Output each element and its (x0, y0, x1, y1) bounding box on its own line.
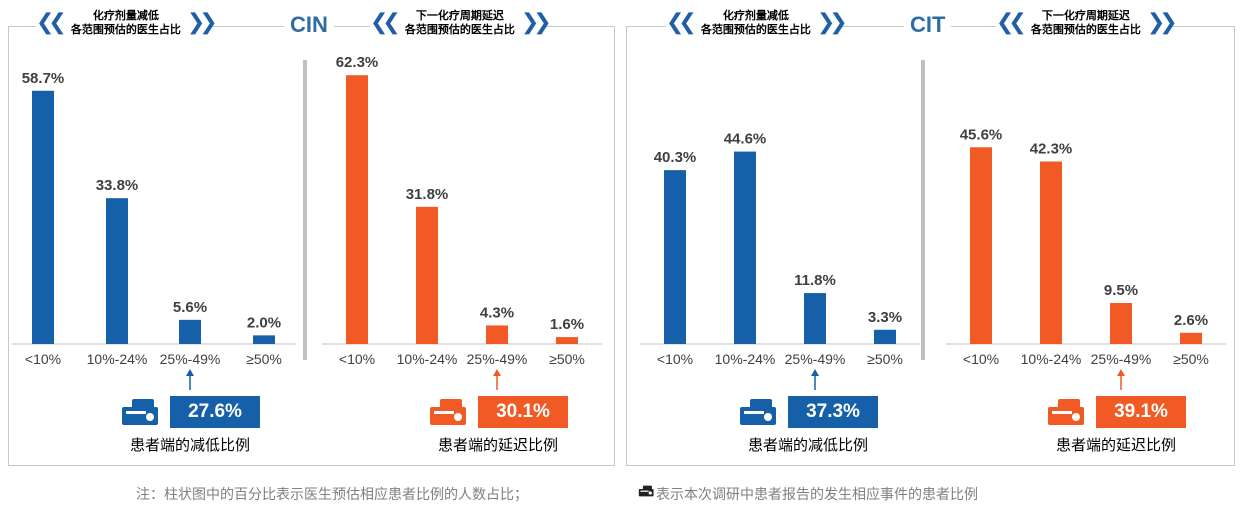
header-line: 各范围预估的医生占比 (70, 23, 181, 36)
cit-panel (626, 26, 1235, 466)
tick-label: <10% (657, 351, 693, 367)
summary-value: 37.3% (788, 396, 878, 428)
bar (1110, 303, 1132, 344)
bar (1040, 161, 1062, 344)
cit-right-header: ❮❮ 下一化疗周期延迟 各范围预估的医生占比 ❯❯ (996, 6, 1178, 40)
cin-right-header: ❮❮ 下一化疗周期延迟 各范围预估的医生占比 ❯❯ (370, 6, 552, 40)
bar (874, 329, 896, 344)
cit-left-summary: 37.3% 患者端的减低比例 (738, 396, 878, 455)
tick-label: 25%-49% (467, 351, 528, 367)
pill-bottle-icon (738, 397, 782, 427)
footnote-suffix: 表示本次调研中患者报告的发生相应事件的患者比例 (656, 487, 978, 503)
tick-label: <10% (963, 351, 999, 367)
tick-label: ≥50% (1173, 351, 1209, 367)
arrow-up-icon (811, 369, 819, 376)
pill-bottle-icon (1046, 397, 1090, 427)
header-line: 下一化疗周期延迟 (415, 9, 504, 22)
summary-label: 患者端的延迟比例 (437, 436, 558, 454)
data-label: 44.6% (724, 131, 767, 148)
bar (734, 151, 756, 344)
double-chevron-left-icon: ❮❮ (370, 10, 401, 35)
tick-label: <10% (339, 351, 375, 367)
double-chevron-left-icon: ❮❮ (996, 10, 1027, 35)
section-title-cit: CIT (904, 12, 952, 38)
bar (179, 319, 201, 344)
cin-right-summary: 30.1% 患者端的延迟比例 (428, 396, 568, 455)
bar (970, 147, 992, 344)
header-line: 各范围预估的医生占比 (1030, 23, 1141, 36)
cin-divider (303, 60, 307, 360)
bar (804, 293, 826, 344)
data-label: 2.0% (247, 314, 281, 331)
header-line: 化疗剂量减低 (722, 9, 789, 22)
double-chevron-right-icon: ❯❯ (816, 10, 848, 35)
tick-label: ≥50% (867, 351, 903, 367)
data-label: 3.3% (868, 309, 902, 326)
header-line: 各范围预估的医生占比 (404, 23, 515, 36)
summary-label: 患者端的延迟比例 (1055, 436, 1176, 454)
double-chevron-right-icon: ❯❯ (186, 10, 218, 35)
cit-divider (921, 60, 925, 360)
summary-value: 39.1% (1096, 396, 1186, 428)
header-line: 各范围预估的医生占比 (700, 23, 811, 36)
cit-left-header: ❮❮ 化疗剂量减低 各范围预估的医生占比 ❯❯ (666, 6, 848, 40)
tick-label: ≥50% (246, 351, 282, 367)
double-chevron-left-icon: ❮❮ (36, 10, 67, 35)
summary-value: 30.1% (478, 396, 568, 428)
summary-label: 患者端的减低比例 (747, 436, 868, 454)
summary-label: 患者端的减低比例 (129, 436, 250, 454)
bar (664, 170, 686, 344)
tick-label: <10% (25, 351, 61, 367)
header-line: 化疗剂量减低 (92, 9, 159, 22)
pill-bottle-icon (638, 482, 656, 504)
double-chevron-right-icon: ❯❯ (520, 10, 552, 35)
data-label: 1.6% (550, 316, 584, 333)
data-label: 33.8% (96, 177, 139, 194)
data-label: 42.3% (1030, 141, 1073, 158)
header-line: 下一化疗周期延迟 (1041, 9, 1130, 22)
bar (32, 90, 54, 344)
tick-label: 25%-49% (160, 351, 221, 367)
data-label: 31.8% (406, 186, 449, 203)
tick-label: 10%-24% (397, 351, 458, 367)
cit-right-summary: 39.1% 患者端的延迟比例 (1046, 396, 1186, 455)
bar (556, 337, 578, 344)
data-label: 2.6% (1174, 312, 1208, 329)
arrow-up-icon (186, 369, 194, 376)
bar (253, 335, 275, 344)
section-title-cin: CIN (284, 12, 334, 38)
cin-left-header: ❮❮ 化疗剂量减低 各范围预估的医生占比 ❯❯ (36, 6, 218, 40)
pill-bottle-icon (120, 397, 164, 427)
tick-label: 25%-49% (785, 351, 846, 367)
double-chevron-right-icon: ❯❯ (1146, 10, 1178, 35)
arrow-up-icon (1117, 369, 1125, 376)
bar (346, 75, 368, 344)
arrow-up-icon (493, 369, 501, 376)
tick-label: 25%-49% (1091, 351, 1152, 367)
tick-label: 10%-24% (87, 351, 148, 367)
data-label: 40.3% (654, 149, 697, 166)
data-label: 11.8% (794, 272, 836, 289)
pill-bottle-icon (428, 397, 472, 427)
footnote-prefix: 注：柱状图中的百分比表示医生预估相应患者比例的人数占比； (136, 487, 528, 503)
tick-label: 10%-24% (715, 351, 776, 367)
data-label: 4.3% (480, 304, 514, 321)
data-label: 58.7% (22, 70, 65, 87)
data-label: 62.3% (336, 54, 379, 71)
bar (416, 206, 438, 344)
data-label: 9.5% (1104, 282, 1138, 299)
bar (486, 325, 508, 344)
summary-value: 27.6% (170, 396, 260, 428)
bar (1180, 332, 1202, 344)
tick-label: 10%-24% (1021, 351, 1082, 367)
double-chevron-left-icon: ❮❮ (666, 10, 697, 35)
tick-label: ≥50% (549, 351, 585, 367)
bar (106, 198, 128, 344)
data-label: 5.6% (173, 299, 207, 316)
data-label: 45.6% (960, 126, 1003, 143)
cin-left-summary: 27.6% 患者端的减低比例 (120, 396, 260, 455)
